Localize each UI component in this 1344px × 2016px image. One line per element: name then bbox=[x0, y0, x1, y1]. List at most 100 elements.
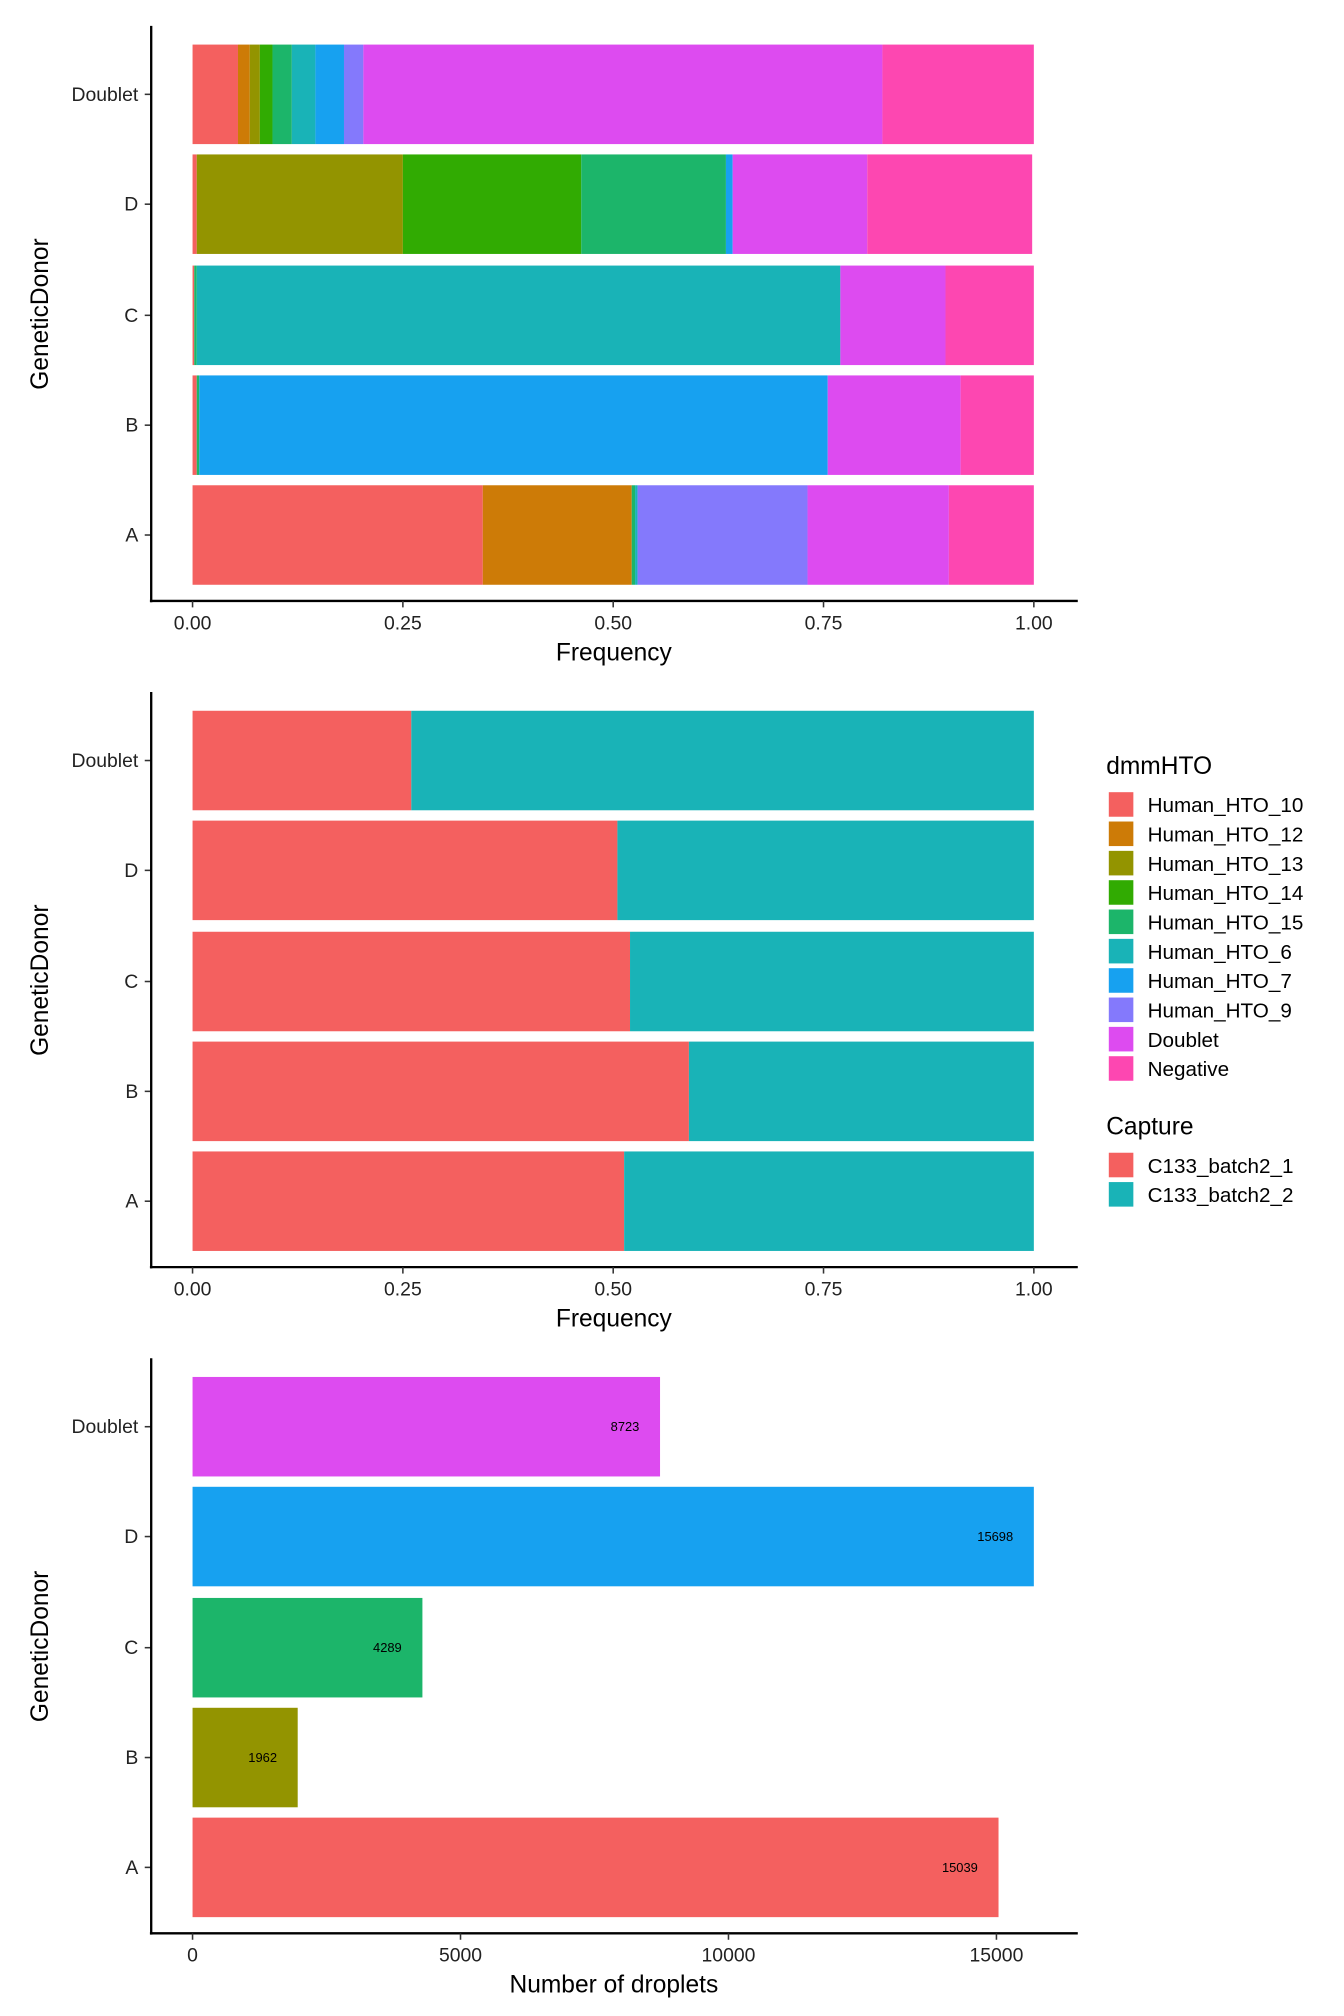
x-tick-label: 0.75 bbox=[805, 1279, 843, 1301]
y-tick-label-B: B bbox=[125, 415, 138, 437]
bar-segment-Doublet-Human_HTO_6 bbox=[291, 44, 316, 145]
bar-segment-D-Human_HTO_7 bbox=[725, 154, 733, 254]
bar-segment-Doublet-Human_HTO_10 bbox=[192, 44, 238, 145]
bar-segment-A-Human_HTO_12 bbox=[482, 485, 632, 585]
bar-segment-Doublet-Human_HTO_13 bbox=[249, 44, 260, 145]
bar-segment-Doublet-Human_HTO_15 bbox=[272, 44, 292, 145]
bar-segment-A-Human_HTO_6 bbox=[635, 485, 638, 585]
bar-segment-C-Doublet bbox=[840, 265, 946, 366]
data-label-A: 15039 bbox=[942, 1860, 978, 1875]
data-label-C: 4289 bbox=[373, 1640, 402, 1655]
legend-key-Human_HTO_9 bbox=[1108, 997, 1134, 1023]
x-axis-title: Number of droplets bbox=[509, 1972, 718, 1999]
x-axis-title: Frequency bbox=[556, 1306, 673, 1333]
x-tick-label: 0.50 bbox=[594, 612, 632, 634]
bar-segment-C-C133_batch2_2 bbox=[630, 931, 1034, 1032]
bar-segment-A-Human_HTO_9 bbox=[637, 485, 808, 585]
legend-label-Doublet: Doublet bbox=[1148, 1029, 1219, 1052]
y-tick-label-Doublet: Doublet bbox=[71, 1416, 138, 1438]
bar-segment-D-Negative bbox=[867, 154, 1033, 254]
bar-C bbox=[192, 1597, 423, 1698]
x-tick-label: 0.50 bbox=[594, 1279, 632, 1301]
legend-key-Human_HTO_15 bbox=[1108, 909, 1134, 935]
bar-segment-B-Human_HTO_15 bbox=[196, 375, 200, 475]
bar-segment-D-Human_HTO_10 bbox=[192, 154, 197, 254]
legend-label-Human_HTO_7: Human_HTO_7 bbox=[1148, 970, 1292, 993]
y-tick-label-C: C bbox=[124, 971, 138, 993]
legend-key-Doublet bbox=[1108, 1026, 1134, 1052]
legend-key-Human_HTO_10 bbox=[1108, 792, 1134, 817]
legend-label-Human_HTO_6: Human_HTO_6 bbox=[1148, 941, 1292, 964]
legend-key-Human_HTO_14 bbox=[1108, 880, 1134, 905]
y-tick-label-B: B bbox=[125, 1081, 138, 1103]
legend-key-Negative bbox=[1108, 1056, 1134, 1081]
y-tick-label-D: D bbox=[124, 194, 138, 216]
data-label-Doublet: 8723 bbox=[611, 1419, 640, 1434]
y-tick-label-C: C bbox=[124, 305, 138, 327]
bar-segment-A-C133_batch2_1 bbox=[192, 1151, 625, 1251]
y-tick-label-A: A bbox=[125, 1857, 138, 1879]
bar-segment-Doublet-Human_HTO_9 bbox=[343, 44, 364, 145]
x-tick-label: 0.25 bbox=[384, 612, 422, 634]
data-label-D: 15698 bbox=[977, 1529, 1013, 1544]
bar-segment-A-C133_batch2_2 bbox=[624, 1151, 1034, 1251]
x-tick-label: 0.75 bbox=[805, 612, 843, 634]
y-tick-label-A: A bbox=[125, 1191, 138, 1213]
bar-D bbox=[192, 1486, 1034, 1587]
bar-segment-B-C133_batch2_2 bbox=[688, 1041, 1034, 1142]
bar-segment-C-Human_HTO_15 bbox=[194, 265, 197, 366]
bar-segment-Doublet-Human_HTO_12 bbox=[237, 44, 250, 145]
bar-segment-Doublet-Negative bbox=[882, 44, 1034, 145]
x-tick-label: 0.00 bbox=[174, 1279, 212, 1301]
legend-key-Human_HTO_13 bbox=[1108, 850, 1134, 876]
bar-segment-Doublet-C133_batch2_2 bbox=[411, 710, 1034, 811]
legend-label-C133_batch2_2: C133_batch2_2 bbox=[1148, 1184, 1294, 1207]
y-tick-label-B: B bbox=[125, 1747, 138, 1769]
bar-segment-A-Human_HTO_15 bbox=[631, 485, 636, 585]
legend-title-Capture: Capture bbox=[1106, 1114, 1193, 1141]
bar-segment-C-Negative bbox=[945, 265, 1034, 366]
legend-label-Human_HTO_14: Human_HTO_14 bbox=[1148, 882, 1304, 905]
x-tick-label: 0 bbox=[187, 1945, 198, 1967]
x-tick-label: 1.00 bbox=[1015, 612, 1053, 634]
bar-segment-Doublet-Doublet bbox=[363, 44, 883, 145]
legend-key-Human_HTO_6 bbox=[1108, 938, 1134, 964]
bar-segment-A-Negative bbox=[948, 485, 1034, 585]
bar-segment-B-Negative bbox=[960, 375, 1034, 475]
legend-label-Negative: Negative bbox=[1148, 1058, 1230, 1081]
bar-Doublet bbox=[192, 1376, 661, 1477]
bar-segment-D-C133_batch2_1 bbox=[192, 820, 618, 921]
legend-label-Human_HTO_13: Human_HTO_13 bbox=[1148, 853, 1304, 876]
bar-segment-B-Human_HTO_7 bbox=[199, 375, 828, 475]
bar-segment-Doublet-C133_batch2_1 bbox=[192, 710, 412, 811]
bar-segment-A-Doublet bbox=[807, 485, 949, 585]
bar-segment-D-C133_batch2_2 bbox=[617, 820, 1034, 921]
legend-key-C133_batch2_1 bbox=[1108, 1152, 1134, 1178]
y-tick-label-D: D bbox=[124, 1526, 138, 1548]
data-label-B: 1962 bbox=[248, 1750, 277, 1765]
y-axis-title: GeneticDonor bbox=[27, 904, 54, 1055]
legend-label-C133_batch2_1: C133_batch2_1 bbox=[1148, 1155, 1294, 1178]
bar-segment-Doublet-Human_HTO_7 bbox=[315, 44, 344, 145]
y-tick-label-Doublet: Doublet bbox=[71, 750, 138, 772]
legend-title-dmmHTO: dmmHTO bbox=[1106, 753, 1212, 780]
y-axis-title: GeneticDonor bbox=[27, 238, 54, 389]
x-tick-label: 15000 bbox=[969, 1945, 1023, 1967]
x-tick-label: 1.00 bbox=[1015, 1279, 1053, 1301]
bar-segment-B-Human_HTO_10 bbox=[192, 375, 197, 475]
x-tick-label: 0.00 bbox=[174, 612, 212, 634]
y-tick-label-D: D bbox=[124, 860, 138, 882]
bar-segment-Doublet-Human_HTO_14 bbox=[259, 44, 273, 145]
y-axis-title: GeneticDonor bbox=[27, 1571, 54, 1722]
bar-segment-A-Human_HTO_10 bbox=[192, 485, 483, 585]
legend-label-Human_HTO_10: Human_HTO_10 bbox=[1148, 794, 1304, 817]
x-tick-label: 0.25 bbox=[384, 1279, 422, 1301]
bar-segment-B-Doublet bbox=[827, 375, 961, 475]
y-tick-label-Doublet: Doublet bbox=[71, 84, 138, 106]
bar-segment-D-Human_HTO_14 bbox=[402, 154, 582, 254]
legend-key-Human_HTO_7 bbox=[1108, 968, 1134, 993]
legend-label-Human_HTO_9: Human_HTO_9 bbox=[1148, 1000, 1292, 1023]
bar-segment-C-Human_HTO_6 bbox=[196, 265, 841, 366]
bar-segment-C-C133_batch2_1 bbox=[192, 931, 631, 1032]
